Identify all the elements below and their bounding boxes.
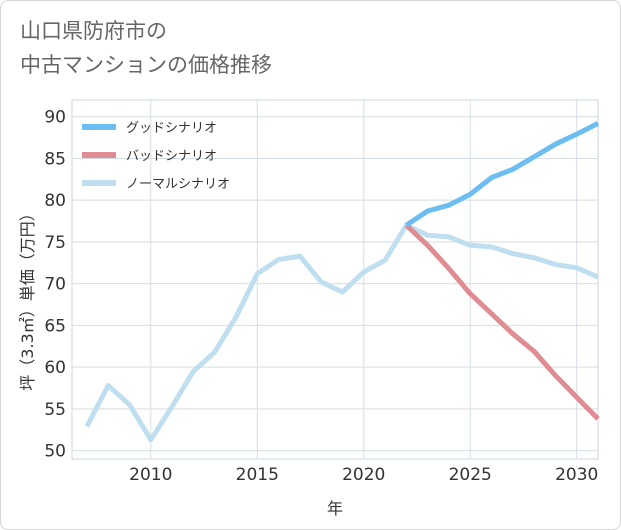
y-tick-label: 50 — [44, 442, 66, 462]
series-line-2 — [84, 222, 599, 443]
chart-title-line-1: 山口県防府市の — [20, 19, 167, 43]
x-tick-label: 2030 — [555, 465, 598, 485]
x-tick-label: 2015 — [236, 465, 279, 485]
series-line-1 — [404, 223, 600, 421]
x-axis-ticks: 2010 2015 2020 2025 2030 — [129, 465, 598, 485]
x-axis-label: 年 — [327, 499, 343, 518]
y-axis-label: 坪（3.3㎡）単価（万円） — [18, 205, 37, 390]
y-tick-label: 60 — [44, 358, 66, 378]
chart-title: 山口県防府市の 中古マンションの価格推移 — [20, 14, 272, 82]
legend-label-2: ノーマルシナリオ — [126, 177, 230, 192]
x-tick-label: 2010 — [129, 465, 172, 485]
x-tick-label: 2025 — [449, 465, 492, 485]
y-axis-ticks: 50 55 60 65 70 75 80 85 90 — [44, 108, 66, 462]
legend-label-0: グッドシナリオ — [126, 121, 217, 136]
y-tick-label: 80 — [44, 191, 66, 211]
chart-title-line-2: 中古マンションの価格推移 — [20, 53, 272, 77]
grid-lines — [71, 99, 599, 460]
x-tick-label: 2020 — [342, 465, 385, 485]
y-tick-label: 85 — [44, 149, 66, 169]
y-tick-label: 55 — [44, 400, 66, 420]
series-line-0 — [404, 121, 600, 228]
series-lines — [84, 121, 600, 443]
legend-label-1: バッドシナリオ — [126, 149, 217, 164]
y-tick-label: 90 — [44, 108, 66, 128]
y-tick-label: 75 — [44, 233, 66, 253]
y-tick-label: 70 — [44, 275, 66, 295]
y-tick-label: 65 — [44, 316, 66, 336]
plot-area-border — [71, 99, 599, 460]
